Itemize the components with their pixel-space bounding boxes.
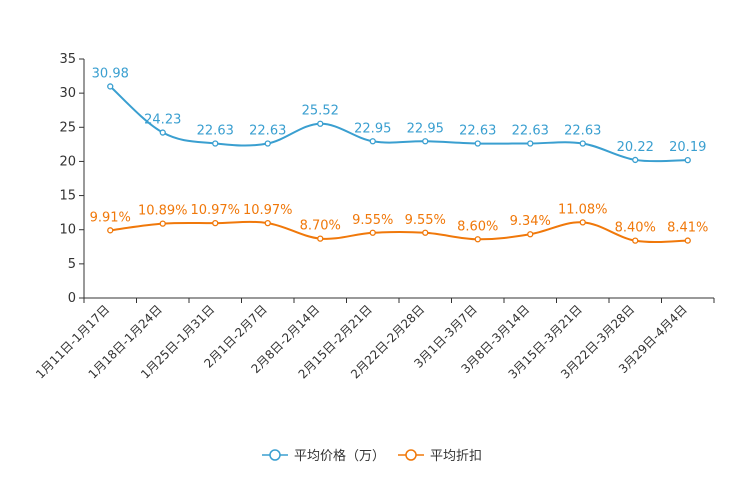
data-label-1: 9.91% bbox=[90, 210, 131, 225]
series-point-0 bbox=[422, 138, 429, 145]
data-label-0: 22.63 bbox=[564, 123, 601, 138]
y-tick-label: 5 bbox=[68, 257, 76, 272]
data-label-1: 11.08% bbox=[558, 202, 608, 217]
series-point-0 bbox=[107, 83, 114, 90]
y-tick-label: 20 bbox=[59, 154, 76, 169]
data-label-0: 20.19 bbox=[669, 140, 706, 155]
series-line-1 bbox=[110, 220, 688, 244]
data-label-1: 8.40% bbox=[615, 221, 656, 236]
series-point-1 bbox=[369, 229, 376, 236]
data-label-1: 10.97% bbox=[190, 203, 240, 218]
data-label-1: 10.97% bbox=[243, 203, 293, 218]
data-label-0: 22.95 bbox=[407, 121, 444, 136]
data-label-1: 8.41% bbox=[667, 221, 708, 236]
series-point-0 bbox=[579, 140, 586, 147]
series-point-1 bbox=[212, 219, 219, 227]
series-point-1 bbox=[474, 236, 481, 243]
legend-marker-1 bbox=[405, 449, 417, 461]
series-point-1 bbox=[422, 229, 429, 236]
data-label-0: 22.63 bbox=[512, 123, 549, 138]
legend-label-1: 平均折扣 bbox=[430, 449, 482, 464]
series-point-1 bbox=[527, 231, 534, 238]
series-point-0 bbox=[317, 120, 324, 127]
series-point-0 bbox=[264, 140, 271, 147]
data-label-0: 22.95 bbox=[354, 121, 391, 136]
data-label-1: 9.34% bbox=[510, 214, 551, 229]
data-label-1: 8.70% bbox=[300, 219, 341, 234]
data-label-1: 10.89% bbox=[138, 204, 188, 219]
series-point-1 bbox=[579, 219, 586, 226]
series-line-0 bbox=[109, 85, 688, 163]
series-point-1 bbox=[159, 220, 166, 227]
series-point-0 bbox=[159, 129, 166, 136]
y-tick-label: 30 bbox=[59, 86, 76, 101]
data-label-1: 8.60% bbox=[457, 219, 498, 234]
series-point-1 bbox=[107, 227, 114, 234]
data-label-0: 22.63 bbox=[197, 123, 234, 138]
series-point-1 bbox=[317, 235, 324, 242]
data-label-1: 9.55% bbox=[405, 213, 446, 228]
legend-marker-0 bbox=[269, 449, 281, 461]
y-tick-label: 35 bbox=[59, 52, 76, 67]
data-label-0: 30.98 bbox=[92, 66, 129, 81]
data-label-0: 22.63 bbox=[459, 123, 496, 138]
data-label-1: 9.55% bbox=[352, 213, 393, 228]
series-point-1 bbox=[684, 237, 691, 244]
y-tick-label: 0 bbox=[68, 291, 76, 306]
series-point-0 bbox=[632, 156, 639, 164]
data-label-0: 25.52 bbox=[302, 104, 339, 119]
series-point-1 bbox=[264, 219, 271, 227]
series-point-0 bbox=[527, 140, 534, 147]
series-point-0 bbox=[212, 140, 219, 147]
y-tick-label: 25 bbox=[59, 120, 76, 135]
series-point-1 bbox=[632, 237, 639, 244]
legend-label-0: 平均价格（万） bbox=[294, 448, 385, 464]
y-tick-label: 15 bbox=[59, 189, 76, 204]
series-point-0 bbox=[369, 138, 376, 145]
y-tick-label: 10 bbox=[59, 223, 76, 238]
data-label-0: 20.22 bbox=[617, 140, 654, 155]
data-label-0: 22.63 bbox=[249, 123, 286, 138]
data-label-0: 24.23 bbox=[144, 113, 181, 128]
series-point-0 bbox=[474, 140, 481, 147]
series-point-0 bbox=[684, 156, 691, 164]
